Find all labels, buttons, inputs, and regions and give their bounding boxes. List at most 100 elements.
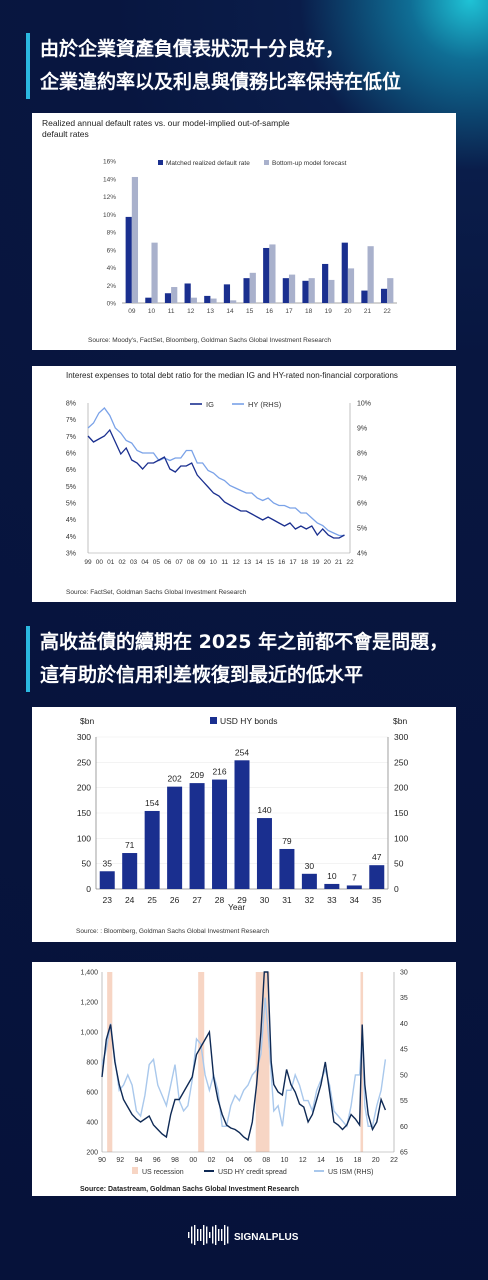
bar-forecast [367,246,374,303]
logo-bar [215,1225,217,1245]
x-tick-label: 18 [354,1157,362,1164]
x-tick-label: 12 [299,1157,307,1164]
x-tick-label: 24 [125,895,135,905]
y-tick-label-right: 8% [357,451,367,458]
bar-forecast [347,268,355,303]
logo-bar [209,1232,211,1238]
interest-ratio-chart: Interest expenses to total debt ratio fo… [66,371,398,596]
y-tick-label-left: 6% [66,467,76,474]
bar-data-label: 30 [305,861,315,871]
x-tick-label: 17 [285,308,293,315]
bar-usd-hy [279,848,295,889]
section-2-heading: 高收益債的續期在 2025 年之前都不會是問題， 這有助於信用利差恢復到最近的低… [26,626,466,692]
chart-title: Interest expenses to total debt ratio fo… [66,371,398,380]
legend-label-recession: US recession [142,1169,184,1176]
x-tick-label: 98 [171,1157,179,1164]
logo-bar [188,1232,190,1238]
legend-label-ig: IG [206,400,214,409]
legend-label-ism: US ISM (RHS) [328,1169,374,1176]
x-tick-label: 04 [141,559,149,566]
logo-bar [200,1229,202,1241]
x-tick-label: 35 [372,895,382,905]
x-tick-label: 01 [107,559,115,566]
x-tick-label: 90 [98,1157,106,1164]
hy-maturity-chart: $bn $bn USD HY bonds Year Source: : Bloo… [76,716,408,935]
y-tick-label-right: 250 [394,757,408,767]
x-tick-label: 04 [226,1157,234,1164]
x-tick-label: 14 [317,1157,325,1164]
x-tick-label: 20 [372,1157,380,1164]
series-line-spread [101,971,387,1142]
y-tick-label: 14% [103,176,116,183]
x-tick-label: 00 [96,559,104,566]
x-tick-label: 21 [364,308,372,315]
bar-forecast [171,287,178,303]
x-tick-label: 18 [305,308,313,315]
bar-data-label: 10 [327,871,337,881]
x-tick-label: 19 [312,559,320,566]
y-tick-label-right: 7% [357,476,367,483]
bar-usd-hy [256,818,272,889]
recession-band [107,972,113,1152]
y-tick-label-right: 40 [400,1021,408,1028]
logo-bar [212,1226,214,1244]
heading-accent-bar [26,626,30,692]
heading-accent-bar [26,33,30,99]
y-tick-label-left: 0 [86,884,91,894]
y-tick-label-left: 1,000 [80,1030,98,1037]
bar-usd-hy [346,885,362,889]
legend-label-realized: Matched realized default rate [166,160,250,167]
y-tick-label-left: 1,200 [80,1000,98,1007]
bar-forecast [249,272,256,303]
x-tick-label: 34 [350,895,360,905]
y-tick-label-right: 60 [400,1124,408,1131]
x-tick-label: 00 [189,1157,197,1164]
bar-data-label: 35 [102,858,112,868]
series-line-ig [87,428,345,539]
y-tick-label-right: 65 [400,1150,408,1157]
x-tick-label: 26 [170,895,180,905]
bar-data-label: 254 [235,747,249,757]
x-tick-label: 16 [266,308,274,315]
x-tick-label: 96 [153,1157,161,1164]
bar-realized [184,283,191,303]
chart-title-line-2: default rates [42,129,89,139]
bar-data-label: 47 [372,852,382,862]
bar-realized [204,295,211,303]
bar-realized [322,263,329,303]
y-tick-label-right: 50 [400,1072,408,1079]
y-tick-label-left: 8% [66,401,76,408]
bar-usd-hy [122,853,138,889]
x-tick-label: 20 [344,308,352,315]
x-tick-label: 23 [102,895,112,905]
y-tick-label-left: 4% [66,534,76,541]
credit-spread-chart: US recession USD HY credit spread US ISM… [80,970,408,1194]
bar-realized [145,297,152,303]
y-tick-label-left: 1,400 [80,970,98,977]
bar-realized [223,284,231,303]
y-tick-label: 0% [107,301,117,308]
x-tick-label: 22 [384,308,392,315]
logo-bars [188,1225,229,1245]
y-tick-label-left: 7% [66,417,76,424]
legend-swatch-forecast [264,160,269,165]
bar-data-label: 79 [282,836,292,846]
bar-forecast [230,300,237,303]
bar-forecast [190,297,197,303]
legend-label: USD HY bonds [220,716,277,726]
bar-usd-hy [301,873,317,889]
x-tick-label: 17 [289,559,297,566]
y-tick-label-right: 6% [357,501,367,508]
x-tick-label: 32 [305,895,315,905]
logo-bar [218,1229,220,1241]
default-rates-chart: Realized annual default rates vs. our mo… [42,118,397,344]
y-axis-unit-right: $bn [393,716,407,726]
bar-forecast [151,242,158,303]
heading-line-1: 由於企業資產負債表狀況十分良好， [40,38,345,60]
default-rates-chart-panel: Realized annual default rates vs. our mo… [32,113,456,350]
x-tick-label: 99 [84,559,92,566]
bar-forecast [269,244,276,303]
legend-swatch [210,717,217,724]
x-tick-label: 31 [282,895,292,905]
y-tick-label: 8% [107,230,117,237]
